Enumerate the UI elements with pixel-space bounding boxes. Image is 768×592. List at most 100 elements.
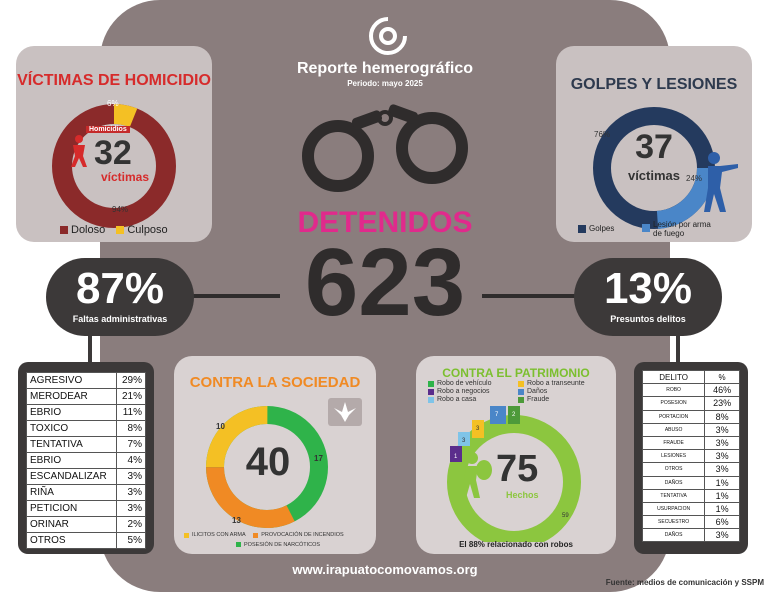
falta-pct-cell: 8% xyxy=(115,420,147,437)
legend-casa: Robo a casa xyxy=(437,396,477,403)
faltas-pill: 87% Faltas administrativas xyxy=(46,258,194,336)
source-note: Fuente: medios de comunicación y SSPM xyxy=(605,578,764,587)
delito-name-cell: SECUESTRO xyxy=(641,515,706,530)
sociedad-panel: CONTRA LA SOCIEDAD 40 17 13 10 ILICITOS … xyxy=(174,356,376,554)
table-row: RIÑA 3% xyxy=(26,484,147,501)
falta-pct-cell: 29% xyxy=(115,372,147,389)
sociedad-title: CONTRA LA SOCIEDAD xyxy=(189,374,361,391)
golpes-pct: 76% xyxy=(594,130,611,139)
handcuffs-icon xyxy=(292,96,478,196)
table-row: FRAUDE 3% xyxy=(641,435,740,451)
patrimonio-label: Hechos xyxy=(506,490,539,500)
legend-doloso: Doloso xyxy=(71,224,106,236)
golpes-number: 37 xyxy=(635,128,673,166)
falta-pct-cell: 3% xyxy=(115,484,147,501)
table-row: ESCANDALIZAR 3% xyxy=(26,468,147,485)
table-row: ORINAR 2% xyxy=(26,516,147,533)
delitos-pill: 13% Presuntos delitos xyxy=(574,258,722,336)
delito-pct-cell: 3% xyxy=(704,435,740,451)
bar-label: 7 xyxy=(495,412,499,418)
table-row: ABUSO 3% xyxy=(641,422,740,437)
delito-pct-cell: 6% xyxy=(704,515,740,530)
victim-figure-icon xyxy=(68,134,90,168)
legend-danos: Daños xyxy=(527,388,548,395)
patrimonio-legend: Robo de vehículo Robo a transeunte Robo … xyxy=(428,380,612,403)
culposo-pct: 6% xyxy=(107,99,119,108)
homicidio-number: 32 xyxy=(94,134,132,172)
falta-name-cell: TOXICO xyxy=(26,420,117,437)
falta-pct-cell: 2% xyxy=(115,516,147,533)
patrimonio-panel: CONTRA EL PATRIMONIO Robo de vehículo Ro… xyxy=(416,356,616,554)
falta-name-cell: ORINAR xyxy=(26,516,117,533)
bar-label: 3 xyxy=(476,426,480,432)
delito-pct-cell: 1% xyxy=(704,488,740,503)
golpes-donut xyxy=(593,107,715,229)
patrimonio-chart: 2 7 3 3 1 59 xyxy=(447,406,581,542)
report-title: Reporte hemerográfico xyxy=(296,60,474,77)
legend-swatch xyxy=(253,532,259,538)
table-row: TENTATIVA 1% xyxy=(641,488,740,503)
detenidos-label: DETENIDOS xyxy=(297,206,473,239)
table-row: SECUESTRO 6% xyxy=(641,515,740,530)
legend-vehiculo: Robo de vehículo xyxy=(437,380,492,387)
table-row: TOXICO 8% xyxy=(26,420,147,437)
sociedad-donut xyxy=(206,406,329,528)
delito-name-cell: FRAUDE xyxy=(641,435,706,451)
table-row: ROBO 46% xyxy=(641,383,740,398)
delito-name-cell: DAÑOS xyxy=(641,475,706,490)
delito-name-cell: USURPACION xyxy=(641,501,706,517)
delito-name-cell: DAÑOS xyxy=(641,528,706,543)
golpes-legend-lesion: Lesión por arma de fuego xyxy=(642,220,712,238)
falta-name-cell: MERODEAR xyxy=(26,388,117,405)
gunman-figure-icon xyxy=(702,150,742,214)
legend-negocios: Robo a negocios xyxy=(437,388,490,395)
delito-name-cell: ABUSO xyxy=(641,422,706,437)
delito-name-cell: LESIONES xyxy=(641,449,706,464)
doloso-swatch xyxy=(60,226,68,234)
delito-pct-cell: 3% xyxy=(704,422,740,437)
sociedad-val-orange: 13 xyxy=(232,516,241,525)
falta-pct-cell: 3% xyxy=(115,468,147,485)
logo-icon xyxy=(366,14,410,58)
delito-pct-cell: 1% xyxy=(704,501,740,517)
table-row: LESIONES 3% xyxy=(641,449,740,464)
detenidos-number: 623 xyxy=(304,229,466,336)
bar-label: 2 xyxy=(512,412,516,418)
falta-name-cell: PETICION xyxy=(26,500,117,517)
delitos-pct: 13% xyxy=(603,264,693,313)
falta-pct-cell: 21% xyxy=(115,388,147,405)
faltas-table-box: AGRESIVO 29% MERODEAR 21% EBRIO 11% TOXICO 8% TE… xyxy=(18,362,154,554)
falta-name-cell: RIÑA xyxy=(26,484,117,501)
golpes-panel: GOLPES Y LESIONES 76% 24% 37 víctimas Go… xyxy=(556,46,752,242)
delito-name-cell: TENTATIVA xyxy=(641,488,706,503)
homicidio-panel: VÍCTIMAS DE HOMICIDIO 6% 94% Homicidios … xyxy=(16,46,212,242)
golpes-victims-label: víctimas xyxy=(627,168,681,183)
homicidio-victims-label: víctimas xyxy=(101,170,150,184)
lesion-pct: 24% xyxy=(686,174,703,183)
report-period: Periodo: mayo 2025 xyxy=(347,79,423,88)
culposo-swatch xyxy=(116,226,125,234)
table-row: OTROS 3% xyxy=(641,462,740,477)
legend-lesion: Lesión por arma de fuego xyxy=(653,220,711,238)
table-header-cell: % xyxy=(704,369,740,385)
golpes-title: GOLPES Y LESIONES xyxy=(570,76,738,93)
table-row: MERODEAR 21% xyxy=(26,388,147,405)
legend-ilicitos: ILICITOS CON ARMA xyxy=(192,532,246,538)
delito-name-cell: OTROS xyxy=(641,462,706,477)
falta-name-cell: ESCANDALIZAR xyxy=(26,468,117,485)
legend-swatch xyxy=(518,396,524,403)
delito-pct-cell: 8% xyxy=(704,409,740,424)
bar-label: 59 xyxy=(562,513,569,519)
legend-incendios: PROVOCACIÓN DE INCENDIOS xyxy=(261,532,344,538)
connector-delitos-down xyxy=(676,334,680,364)
connector-faltas-down xyxy=(88,334,92,364)
lesion-swatch xyxy=(642,224,650,232)
golpes-swatch xyxy=(578,224,586,233)
website-link[interactable]: www.irapuatocomovamos.org xyxy=(292,562,478,577)
doloso-pct: 94% xyxy=(112,205,129,214)
table-row: OTROS 5% xyxy=(26,532,147,549)
delito-name-cell: PORTACION xyxy=(641,409,706,424)
bar-label: 3 xyxy=(462,438,466,444)
table-row: EBRIO 4% xyxy=(26,452,147,469)
falta-name-cell: TENTATIVA xyxy=(26,436,117,453)
